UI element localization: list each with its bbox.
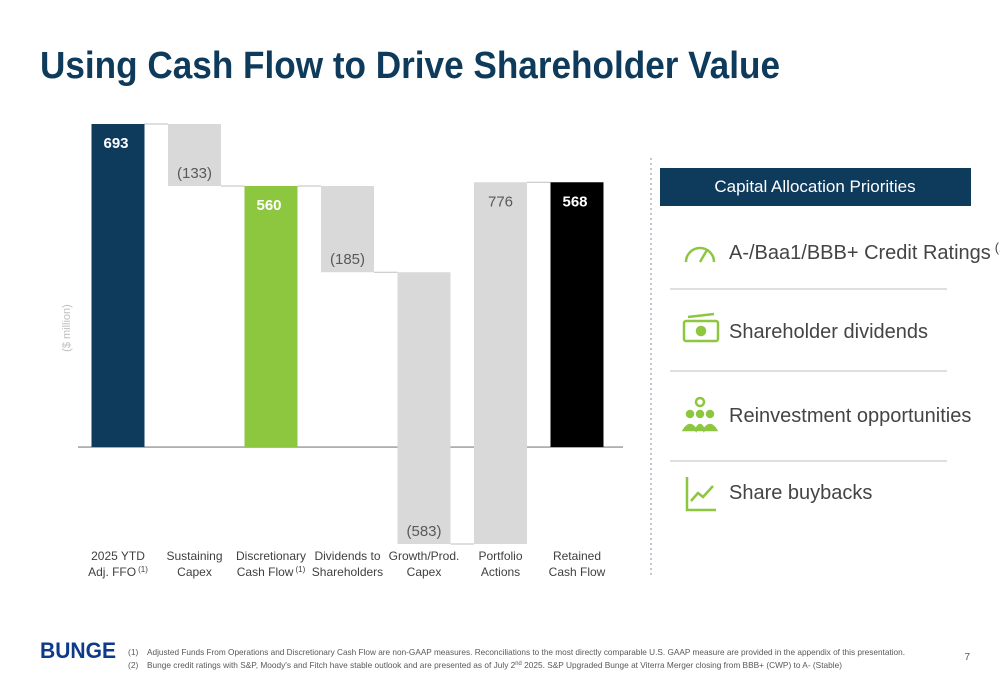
bar [550,182,604,448]
x-tick-label-text: Portfolio [478,549,522,563]
x-tick-label-text: Cash Flow [549,565,606,579]
data-label: 568 [563,193,588,210]
logo: BUNGE [40,638,116,663]
panel-item: A-/Baa1/BBB+ Credit Ratings (2) [729,240,1000,264]
x-tick-label-text: Growth/Prod. [389,549,460,563]
panel-item-text: A-/Baa1/BBB+ Credit Ratings [729,242,991,264]
slide-title: Using Cash Flow to Drive Shareholder Val… [40,45,780,87]
x-tick-label: Growth/Prod. [389,549,460,563]
data-label: (133) [177,165,212,182]
x-tick-label: Portfolio [478,549,522,563]
panel-items: A-/Baa1/BBB+ Credit Ratings (2) Shareholde… [729,240,1000,504]
x-tick-label: Adj. FFO (1) [88,565,148,579]
panel-separators [670,288,947,462]
x-tick-label: Cash Flow [549,565,606,579]
panel-item: Share buybacks [729,482,872,504]
data-label: (185) [330,251,365,268]
data-label: (583) [406,523,441,540]
panel-item-text: Share buybacks [729,482,872,504]
y-axis-label: ($ million) [61,304,73,352]
panel-title: Capital Allocation Priorities [714,177,915,196]
bar [397,272,451,544]
bar [244,185,298,448]
panel-header [660,168,971,206]
x-tick-label: Sustaining [166,549,222,563]
x-tick-label: Shareholders [312,565,383,579]
panel-item-text: Reinvestment opportunities [729,405,971,427]
x-tick-label: Retained [553,549,601,563]
footnote-text: Bunge credit ratings with S&P, Moody's a… [147,660,842,670]
bar [321,185,374,273]
x-tick-label: Actions [481,565,520,579]
bar [168,124,221,186]
data-label: 693 [104,135,129,152]
x-tick-label: Discretionary [236,549,306,563]
x-tick-label: Capex [407,565,442,579]
x-tick-note: (1) [295,565,305,574]
x-tick-label-text: Capex [177,565,212,579]
footnote-part: Bunge credit ratings with S&P, Moody's a… [147,660,516,670]
footnotes: (1) Adjusted Funds From Operations and D… [128,647,905,670]
x-tick-label-text: Sustaining [166,549,222,563]
x-tick-label: 2025 YTD [91,549,145,563]
footnote-sup: nd [515,661,522,667]
x-tick-note: (1) [138,565,148,574]
footnote-part: 2025. S&P Upgraded Bunge at Viterra Merg… [522,660,842,670]
data-label: 776 [488,193,513,210]
x-tick-label-text: Retained [553,549,601,563]
x-tick-label-text: Actions [481,565,520,579]
footnote-marker: (2) [128,660,139,670]
x-tick-label: Capex [177,565,212,579]
x-tick-label-text: Discretionary [236,549,306,563]
footnote-marker: (1) [128,647,139,657]
bar [91,124,145,448]
data-label: 560 [257,197,282,214]
panel-item: Shareholder dividends [729,321,928,343]
x-tick-label-text: Capex [407,565,442,579]
page-number: 7 [964,652,970,663]
x-tick-label-text: 2025 YTD [91,549,145,563]
bar [474,182,527,544]
panel-item: Reinvestment opportunities [729,405,971,427]
panel-item-note: (2) [995,240,1000,255]
footnote-text: Adjusted Funds From Operations and Discr… [147,647,905,657]
x-tick-label-text: Cash Flow [237,565,294,579]
panel-icons [681,246,720,512]
x-tick-label-text: Adj. FFO [88,565,136,579]
x-tick-label: Dividends to [314,549,380,563]
x-tick-label: Cash Flow (1) [237,565,306,579]
panel-item-text: Shareholder dividends [729,321,928,343]
x-tick-label-text: Dividends to [314,549,380,563]
x-tick-label-text: Shareholders [312,565,383,579]
